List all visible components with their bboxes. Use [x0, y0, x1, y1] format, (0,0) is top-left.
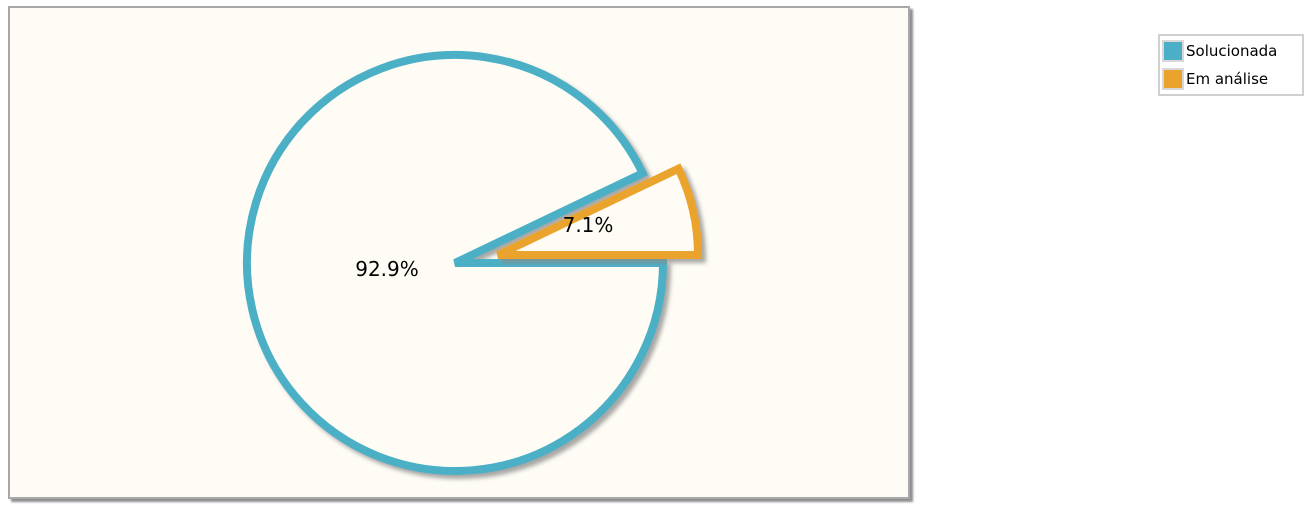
slice-label-solucionada: 92.9% — [355, 257, 419, 281]
legend-swatch-em-analise — [1162, 68, 1184, 90]
legend-swatch-solucionada — [1162, 40, 1184, 62]
pie-slice-em-analise[interactable] — [496, 163, 703, 259]
legend: Solucionada Em análise — [1158, 34, 1304, 96]
legend-label-solucionada: Solucionada — [1186, 42, 1278, 60]
pie-slice-solucionada[interactable] — [243, 51, 668, 475]
legend-label-em-analise: Em análise — [1186, 70, 1269, 88]
slice-label-em-analise: 7.1% — [563, 213, 614, 237]
legend-item-solucionada[interactable]: Solucionada — [1162, 37, 1300, 65]
legend-item-em-analise[interactable]: Em análise — [1162, 65, 1300, 93]
